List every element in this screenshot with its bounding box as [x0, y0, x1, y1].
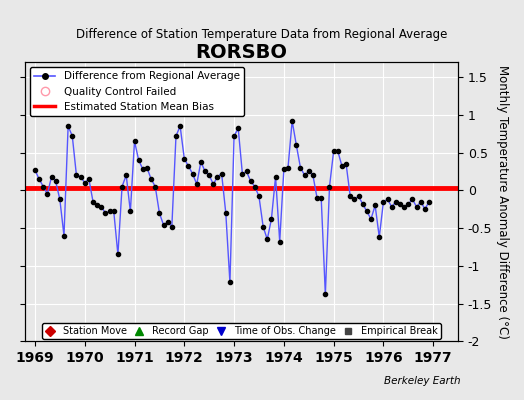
Title: RORSBO: RORSBO [195, 43, 288, 62]
Y-axis label: Monthly Temperature Anomaly Difference (°C): Monthly Temperature Anomaly Difference (… [496, 65, 509, 338]
Legend: Station Move, Record Gap, Time of Obs. Change, Empirical Break: Station Move, Record Gap, Time of Obs. C… [42, 323, 441, 339]
Text: Berkeley Earth: Berkeley Earth [385, 376, 461, 386]
Text: Difference of Station Temperature Data from Regional Average: Difference of Station Temperature Data f… [77, 28, 447, 41]
